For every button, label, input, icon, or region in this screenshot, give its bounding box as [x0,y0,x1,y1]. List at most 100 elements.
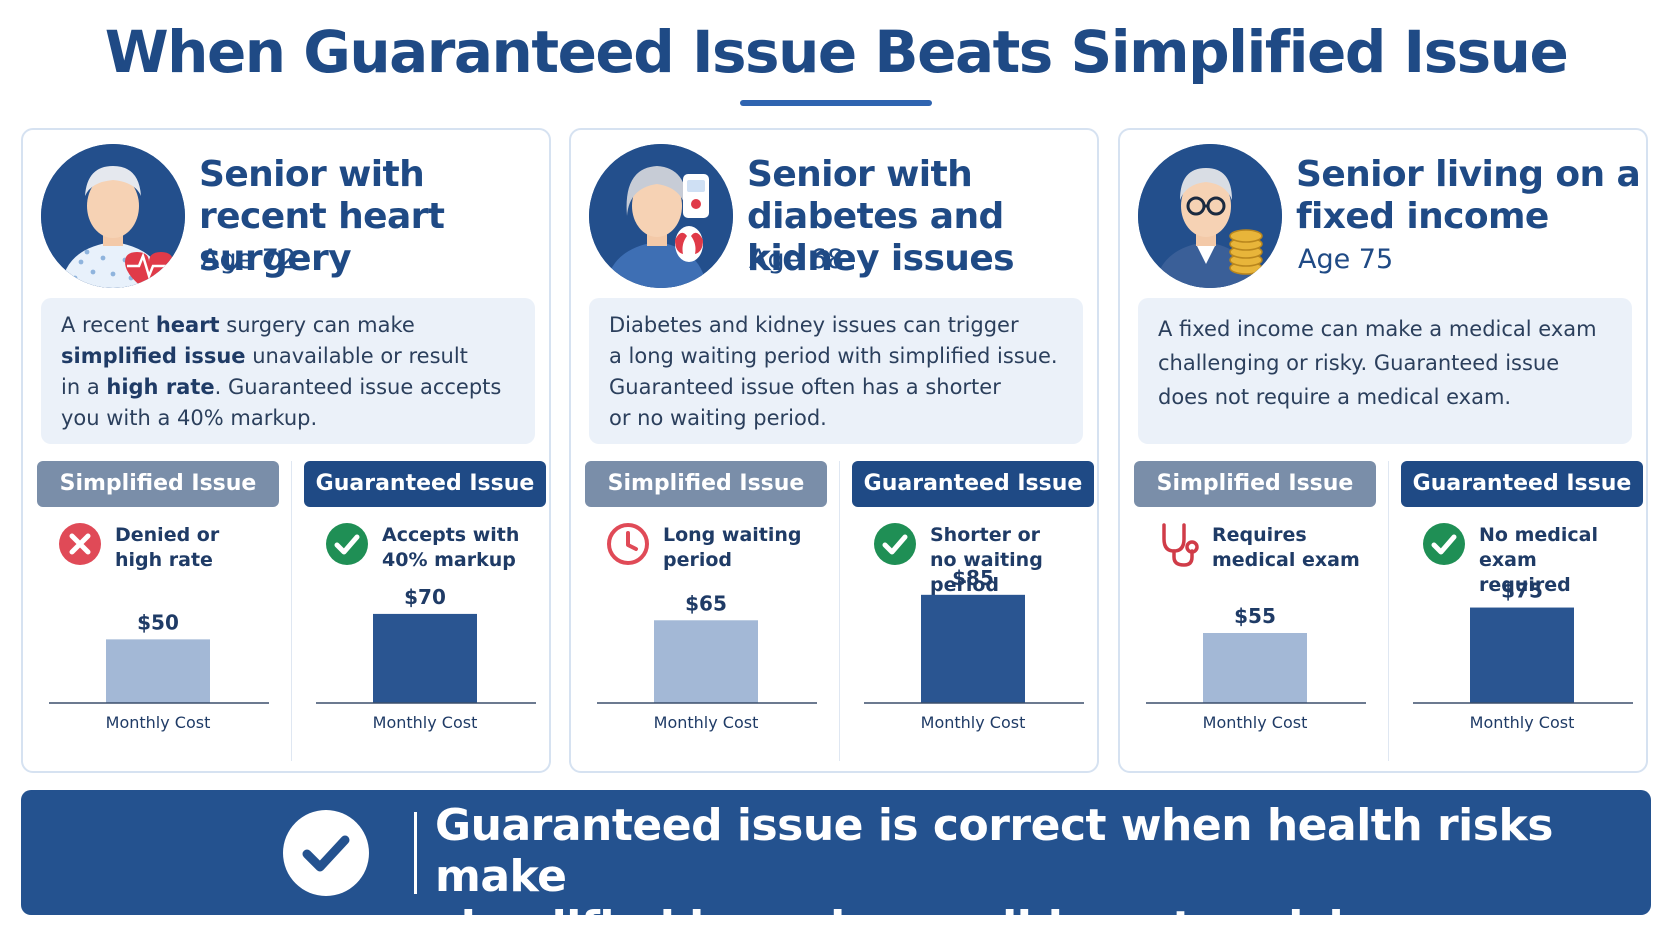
stethoscope-icon [1162,523,1199,567]
scenario-age: Age 72 [201,244,297,275]
check-circle-icon [326,523,368,565]
description-line: in a high rate. Guaranteed issue accepts [61,372,515,403]
description-text: a long waiting period with simplified is… [609,344,1058,368]
guaranteed-column: Guaranteed Issue Shorter or no waiting p… [852,461,1094,761]
status-line: Shorter or [930,524,1041,546]
scenario-title: Senior with diabetes and kidney issues [747,154,1015,279]
description-text: does not require a medical exam. [1158,385,1512,409]
data-label: $75 [1501,579,1543,603]
status-line: Denied or [115,524,220,546]
check-circle-icon [874,523,916,565]
status-text: No medical exam required [1479,523,1641,598]
description-line: does not require a medical exam. [1158,380,1612,414]
simplified-issue-header: Simplified Issue [585,461,827,507]
conclusion-text: Guaranteed issue is correct when health … [435,800,1635,940]
description-text: A recent [61,313,156,337]
x-axis-label: Monthly Cost [1203,713,1308,732]
card-header: Senior with diabetes and kidney issues A… [571,130,1097,290]
highlighted-text: simplified issue [61,344,246,368]
description-line: or no waiting period. [609,403,1063,434]
simplified-column: Simplified Issue Long waiting period $65… [585,461,827,761]
description-line: Guaranteed issue often has a shorter [609,372,1063,403]
clock-icon [607,523,649,565]
description-line: you with a 40% markup. [61,403,515,434]
guaranteed-issue-header: Guaranteed Issue [852,461,1094,507]
description-text: Diabetes and kidney issues can trigger [609,313,1019,337]
title-underline [740,100,932,106]
description-line: a long waiting period with simplified is… [609,341,1063,372]
data-label: $70 [404,585,446,609]
senior-man-coins-icon [1138,144,1282,288]
conclusion-line: simplified issue impossible or too risky… [435,902,1398,940]
simplified-column: Simplified Issue Denied or high rate $50… [37,461,279,761]
senior-man-heart-icon [41,144,185,288]
description-text: in a [61,375,107,399]
status-line: medical exam [1212,549,1360,571]
description-line: A fixed income can make a medical exam [1158,312,1612,346]
description-line: A recent heart surgery can make [61,310,515,341]
status-line: 40% markup [382,549,516,571]
monthly-cost-chart: $50 Monthly Cost [49,610,269,732]
column-divider [839,461,840,761]
description-text: unavailable or result [245,344,468,368]
card-header: Senior living on a fixed income Age 75 [1120,130,1646,290]
card-header: Senior with recent heart surgery Age 72 [23,130,549,290]
status-text: Shorter or no waiting period [930,523,1092,598]
highlighted-text: high rate [106,375,215,399]
scenario-title: Senior with recent heart surgery [199,154,445,279]
description-line: simplified issue unavailable or result [61,341,515,372]
data-label: $55 [1234,604,1276,628]
x-axis-label: Monthly Cost [373,713,478,732]
description-line: Diabetes and kidney issues can trigger [609,310,1063,341]
monthly-cost-chart: $85 Monthly Cost [864,566,1084,732]
status-text: Long waiting period [663,523,825,573]
monthly-cost-chart: $70 Monthly Cost [316,585,536,732]
status-line: Requires [1212,524,1307,546]
x-circle-icon [59,523,101,565]
bar [1203,633,1307,703]
status-line: period [663,549,733,571]
description-text: Guaranteed issue often has a shorter [609,375,1001,399]
bar [373,613,477,703]
data-label: $65 [685,591,727,615]
check-circle-icon [1423,523,1465,565]
x-axis-label: Monthly Cost [1470,713,1575,732]
description-text: you with a 40% markup. [61,406,318,430]
description-text: challenging or risky. Guaranteed issue [1158,351,1560,375]
x-axis-label: Monthly Cost [654,713,759,732]
guaranteed-column: Guaranteed Issue Accepts with 40% markup… [304,461,546,761]
status-line: high rate [115,549,213,571]
scenario-description: A recent heart surgery can make simplifie… [41,298,535,444]
status-line: Long waiting [663,524,802,546]
simplified-issue-header: Simplified Issue [37,461,279,507]
status-line: required [1479,574,1571,596]
description-text: . Guaranteed issue accepts [214,375,502,399]
check-circle-icon [283,810,369,896]
status-line: No medical exam [1479,524,1598,571]
guaranteed-issue-header: Guaranteed Issue [304,461,546,507]
bar [1470,607,1574,703]
scenario-card-fixed-income: Senior living on a fixed income Age 75 A… [1118,128,1648,773]
banner-divider [414,812,417,894]
data-label: $50 [137,610,179,634]
scenario-age: Age 75 [1298,244,1394,275]
status-text: Requires medical exam [1212,523,1374,573]
monthly-cost-chart: $55 Monthly Cost [1146,604,1366,732]
scenario-card-diabetes-kidney: Senior with diabetes and kidney issues A… [569,128,1099,773]
senior-woman-glucose-kidney-icon [589,144,733,288]
scenario-title: Senior living on a fixed income [1296,154,1641,237]
monthly-cost-chart: $65 Monthly Cost [597,591,817,732]
x-axis-label: Monthly Cost [921,713,1026,732]
scenario-age: Age 68 [749,244,845,275]
description-text: or no waiting period. [609,406,827,430]
column-divider [1388,461,1389,761]
bar [654,620,758,703]
status-line: Accepts with [382,524,520,546]
x-axis-label: Monthly Cost [106,713,211,732]
bar [921,594,1025,703]
guaranteed-column: Guaranteed Issue No medical exam require… [1401,461,1643,761]
scenario-description: Diabetes and kidney issues can trigger a … [589,298,1083,444]
bar [106,639,210,703]
simplified-issue-header: Simplified Issue [1134,461,1376,507]
highlighted-text: heart [155,313,220,337]
